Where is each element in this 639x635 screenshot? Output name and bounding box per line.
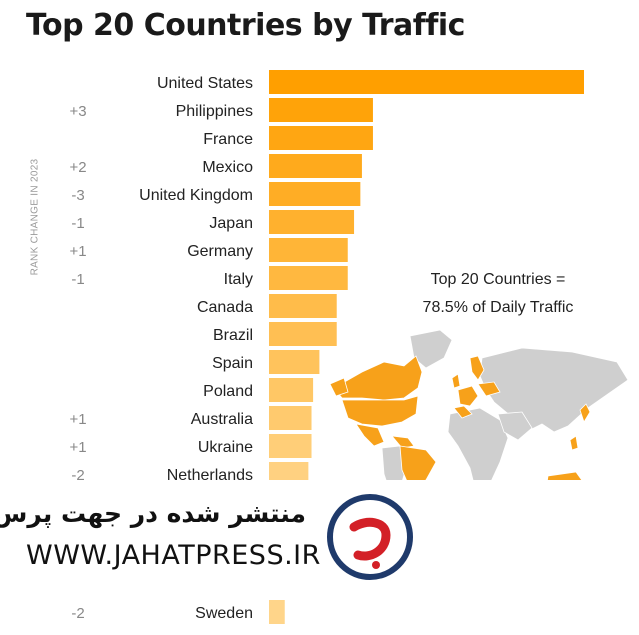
bar-germany [269,238,348,262]
chart-title: Top 20 Countries by Traffic [26,8,465,43]
bar-philippines [269,98,373,122]
rank-change-label: +1 [69,411,86,428]
country-label: Netherlands [167,467,253,484]
map-canada [333,355,423,401]
bar-canada [269,294,337,318]
map-japan [579,403,591,423]
map-russia-asia [479,347,629,433]
bar-ukraine [269,434,312,458]
jahatpress-logo-icon [327,494,413,580]
rank-change-label: +2 [69,159,86,176]
map-mexico [355,423,385,447]
country-label: Germany [187,243,253,260]
country-label: Poland [203,383,253,400]
map-alaska [329,377,349,397]
map-italy-spain [453,405,473,419]
world-map [329,329,629,501]
rank-change-label: +1 [69,243,86,260]
bar-australia [269,406,312,430]
rank-change-label: -3 [71,187,84,204]
bar-japan [269,210,355,234]
country-label: Brazil [213,327,253,344]
bar-sweden [269,600,285,624]
map-poland-ukraine [477,381,501,397]
country-label: United Kingdom [139,187,253,204]
rank-change-label: -1 [71,215,84,232]
map-philippines [569,435,579,451]
rank-change-label: +3 [69,103,86,120]
bar-italy [269,266,348,290]
bar-mexico [269,154,362,178]
country-label: Mexico [202,159,253,176]
bar-united-kingdom [269,182,361,206]
country-label: France [203,131,253,148]
watermark-banner [0,480,639,590]
map-caribbean [391,435,415,449]
country-label: Australia [191,411,253,428]
watermark-url: WWW.JAHATPRESS.IR [26,540,321,571]
country-label: Canada [197,299,253,316]
rank-change-label: +1 [69,439,86,456]
country-label: Philippines [176,103,253,120]
country-label: Japan [209,215,253,232]
country-label: Italy [224,271,253,288]
watermark-persian-text: منتشر شده در جهت پرس [0,499,306,528]
country-label: Ukraine [198,439,253,456]
map-europe-west [457,385,479,407]
map-uk [451,373,461,389]
summary-line-1: Top 20 Countries = [430,271,566,288]
country-label: United States [157,75,253,92]
bar-brazil [269,322,337,346]
map-central-asia [497,411,533,441]
summary-line-2: 78.5% of Daily Traffic [422,299,574,316]
bar-france [269,126,373,150]
bar-poland [269,378,314,402]
bar-united-states [269,70,584,94]
map-scandinavia [469,355,485,381]
country-label: Spain [212,355,253,372]
traffic-summary: Top 20 Countries = 78.5% of Daily Traffi… [398,266,598,322]
rank-change-label: -2 [71,467,84,484]
country-label: Sweden [195,605,253,622]
map-usa [341,395,419,427]
rank-change-label: -1 [71,271,84,288]
rank-change-label: -2 [71,605,84,622]
bar-spain [269,350,320,374]
